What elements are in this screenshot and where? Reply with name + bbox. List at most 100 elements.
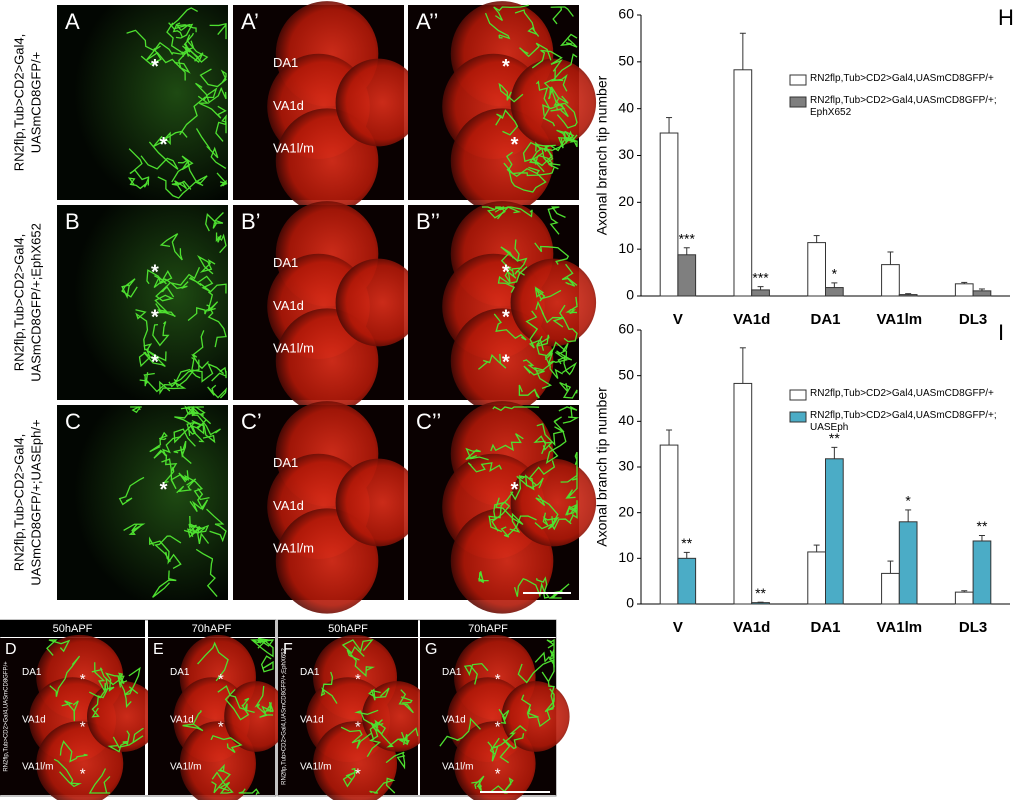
axon-branch bbox=[183, 523, 210, 537]
axon-branch bbox=[517, 659, 555, 684]
glomerulus-label: VA1d bbox=[170, 714, 194, 725]
y-tick-label: 30 bbox=[618, 458, 634, 474]
axon-branch bbox=[368, 687, 390, 701]
axon-branch bbox=[206, 508, 227, 543]
axon-branch bbox=[504, 266, 522, 283]
glomerulus-label: VA1d bbox=[442, 714, 466, 725]
axon-branch bbox=[550, 53, 578, 92]
axon-branch bbox=[518, 384, 540, 399]
panel-letter: H bbox=[998, 5, 1014, 30]
y-tick-label: 40 bbox=[618, 99, 634, 115]
x-tick-label: VA1d bbox=[733, 311, 770, 328]
genotype-label: UASmCD8GFP/+ bbox=[28, 52, 43, 154]
legend-swatch bbox=[789, 74, 807, 86]
genotype-label: RN2flp,Tub>CD2>Gal4, bbox=[11, 434, 26, 572]
axon-branch bbox=[500, 515, 537, 538]
axon-branch bbox=[152, 40, 195, 56]
panel-letter: A’ bbox=[241, 9, 259, 34]
x-tick-label: DL3 bbox=[959, 619, 987, 636]
asterisk: * bbox=[502, 56, 510, 78]
axon-branch bbox=[559, 381, 578, 399]
axon-branch bbox=[505, 151, 541, 178]
axon-branch bbox=[369, 777, 396, 794]
panel-letter: B’’ bbox=[416, 209, 440, 234]
y-tick-label: 30 bbox=[618, 146, 634, 162]
legend-swatch bbox=[789, 389, 807, 401]
axon-branch bbox=[210, 735, 243, 754]
axon-branch bbox=[346, 649, 376, 678]
bar bbox=[659, 132, 679, 297]
axon-branch bbox=[143, 372, 155, 387]
bar bbox=[881, 264, 900, 297]
glomerulus-label: VA1d bbox=[300, 714, 324, 725]
axon-branch bbox=[128, 148, 150, 186]
glomerulus bbox=[362, 681, 432, 752]
glomerulus-label: DA1 bbox=[300, 667, 320, 678]
axon-branch bbox=[524, 474, 544, 489]
asterisk: * bbox=[502, 306, 510, 328]
axon-branch bbox=[561, 263, 578, 287]
x-tick-label: DL3 bbox=[959, 311, 987, 328]
axon-branch bbox=[152, 130, 188, 148]
axon-branch bbox=[224, 689, 250, 721]
axon-branch bbox=[53, 758, 82, 788]
axon-branch bbox=[498, 708, 510, 724]
axon-branch bbox=[59, 740, 88, 763]
axon-branch bbox=[196, 255, 216, 275]
header-bar bbox=[278, 620, 418, 637]
axon-branch bbox=[189, 515, 210, 545]
bar bbox=[972, 540, 992, 605]
x-tick-label: VA1d bbox=[733, 619, 770, 636]
axon-branch bbox=[506, 168, 547, 193]
glomerulus-label: DA1 bbox=[273, 55, 298, 70]
asterisk: * bbox=[218, 671, 224, 688]
axon-branch bbox=[559, 33, 578, 48]
axon-branch bbox=[558, 405, 580, 424]
axon-branch bbox=[91, 667, 125, 686]
genotype-label: UASmCD8GFP/+;UASEph/+ bbox=[28, 419, 43, 585]
bar bbox=[677, 254, 697, 297]
axon-branch bbox=[155, 303, 176, 317]
x-tick-label: VA1lm bbox=[877, 619, 923, 636]
axon-branch bbox=[209, 22, 227, 40]
y-tick-label: 0 bbox=[626, 287, 634, 303]
y-tick-label: 20 bbox=[618, 193, 634, 209]
axon-branch bbox=[499, 733, 525, 764]
glomerulus-label: VA1l/m bbox=[442, 761, 474, 772]
glomerulus bbox=[335, 58, 422, 147]
panel-letter: D bbox=[5, 641, 17, 658]
asterisk: * bbox=[495, 671, 501, 688]
axon-branch bbox=[146, 45, 186, 81]
axon-branch bbox=[471, 775, 485, 792]
asterisk: * bbox=[502, 262, 510, 284]
axon-branch bbox=[366, 722, 384, 757]
y-tick-label: 10 bbox=[618, 549, 634, 565]
axon-branch bbox=[498, 82, 524, 103]
legend-label: RN2flp,Tub>CD2>Gal4,UASmCD8GFP/+ bbox=[810, 388, 994, 399]
bar bbox=[898, 521, 918, 605]
axon-branch bbox=[398, 727, 419, 746]
axon-branch bbox=[159, 233, 183, 261]
axon-branch bbox=[195, 548, 218, 598]
axon-branch bbox=[514, 239, 528, 276]
axon-branch bbox=[127, 177, 150, 190]
significance: ** bbox=[829, 430, 840, 446]
glomerulus bbox=[335, 258, 422, 347]
y-tick-label: 20 bbox=[618, 503, 634, 519]
y-tick-label: 50 bbox=[618, 53, 634, 69]
axon-branch bbox=[516, 460, 556, 491]
axon-branch bbox=[187, 301, 219, 322]
axon-branch bbox=[492, 406, 540, 412]
axon-branch bbox=[191, 356, 225, 383]
glomerulus-label: VA1d bbox=[273, 498, 304, 513]
asterisk: * bbox=[80, 718, 86, 735]
axon-branch bbox=[560, 451, 578, 483]
axon-branch bbox=[211, 771, 234, 794]
axon-branch bbox=[260, 655, 274, 673]
panel-letter: G bbox=[425, 641, 437, 658]
legend-label: RN2flp,Tub>CD2>Gal4,UASmCD8GFP/+ bbox=[810, 73, 994, 84]
axon-branch bbox=[463, 662, 489, 685]
panel-letter: E bbox=[153, 641, 164, 658]
axon-branch bbox=[205, 212, 224, 232]
time-header: 70hAPF bbox=[192, 623, 232, 635]
